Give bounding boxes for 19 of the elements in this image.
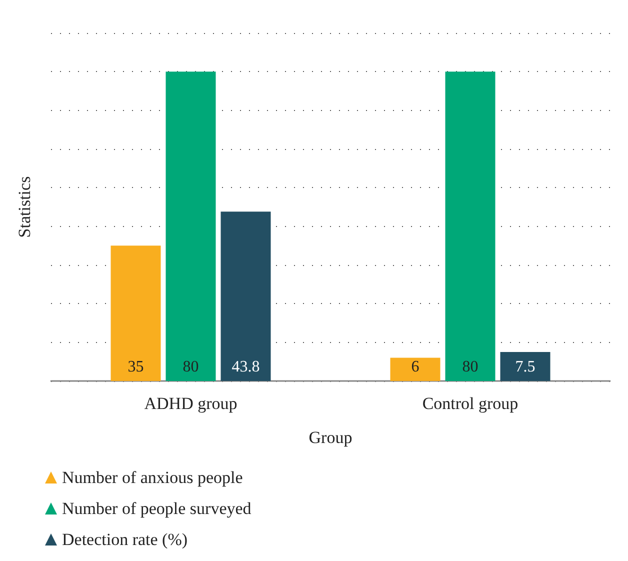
- bar: [110, 246, 161, 381]
- bar: [445, 72, 496, 381]
- x-tick-label: Control group: [422, 394, 518, 413]
- bar: [390, 358, 440, 381]
- data-label: 43.8: [232, 358, 260, 376]
- legend-label: Number of people surveyed: [62, 499, 252, 518]
- x-axis-title: Group: [308, 428, 352, 447]
- bar: [500, 352, 550, 381]
- data-label: 80: [462, 358, 478, 376]
- bar: [166, 72, 216, 381]
- bar: [220, 212, 271, 381]
- legend-label: Detection rate (%): [62, 530, 188, 549]
- data-label: 80: [182, 358, 199, 376]
- data-label: 6: [411, 358, 420, 376]
- data-label: 35: [128, 358, 144, 376]
- data-label: 7.5: [515, 358, 536, 376]
- legend-label: Number of anxious people: [62, 468, 243, 487]
- x-tick-label: ADHD group: [144, 394, 238, 413]
- y-axis-title: Statistics: [15, 176, 34, 238]
